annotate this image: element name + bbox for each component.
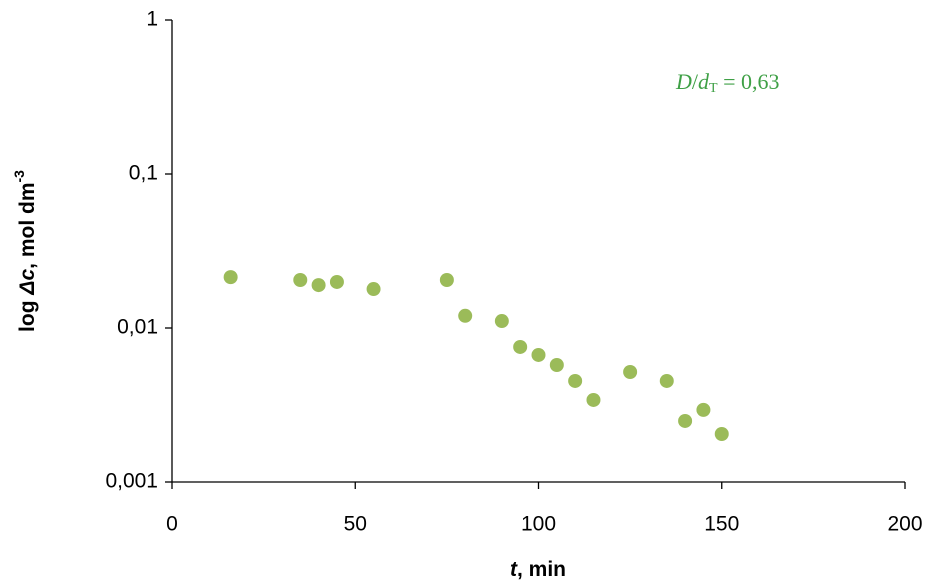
annotation-part: d	[698, 69, 710, 94]
annotation-part: D	[675, 69, 692, 94]
data-point	[513, 339, 528, 354]
data-point	[696, 402, 711, 417]
annotation-part: T	[709, 81, 718, 96]
data-point	[494, 314, 509, 329]
data-point	[458, 308, 473, 323]
data-point	[586, 392, 601, 407]
data-point	[549, 358, 564, 373]
annotation-part: /	[692, 69, 699, 94]
data-point	[439, 272, 454, 287]
data-point	[714, 426, 729, 441]
y-axis-title-part: Δc	[16, 269, 39, 296]
data-point	[223, 270, 238, 285]
y-tick-label: 0,001	[105, 470, 158, 493]
data-point	[623, 364, 638, 379]
x-axis-title: t, min	[510, 558, 566, 581]
data-point	[311, 278, 326, 293]
x-tick-label: 200	[887, 513, 922, 536]
x-tick-label: 0	[166, 513, 178, 536]
y-tick-label: 0,01	[117, 316, 158, 339]
data-point	[531, 347, 546, 362]
y-axis-title-part: log	[16, 295, 39, 332]
y-axis-title-part: , mol dm	[16, 183, 39, 269]
y-tick-label: 0,1	[129, 162, 158, 185]
data-point	[293, 272, 308, 287]
annotation: D/dT = 0,63	[675, 69, 780, 96]
data-point	[366, 282, 381, 297]
y-tick-label: 1	[146, 8, 158, 31]
data-point	[329, 274, 344, 289]
x-tick-label: 100	[521, 513, 556, 536]
x-axis-title-part: t	[510, 558, 518, 581]
x-axis-title-part: , min	[517, 558, 566, 581]
annotation-part: = 0,63	[718, 69, 780, 94]
x-tick-label: 150	[704, 513, 739, 536]
data-point	[678, 413, 693, 428]
y-axis-title: log Δc, mol dm-3	[11, 170, 39, 332]
y-axis-title-part: -3	[11, 170, 27, 183]
data-point	[659, 373, 674, 388]
x-tick-label: 50	[344, 513, 367, 536]
data-point	[568, 373, 583, 388]
